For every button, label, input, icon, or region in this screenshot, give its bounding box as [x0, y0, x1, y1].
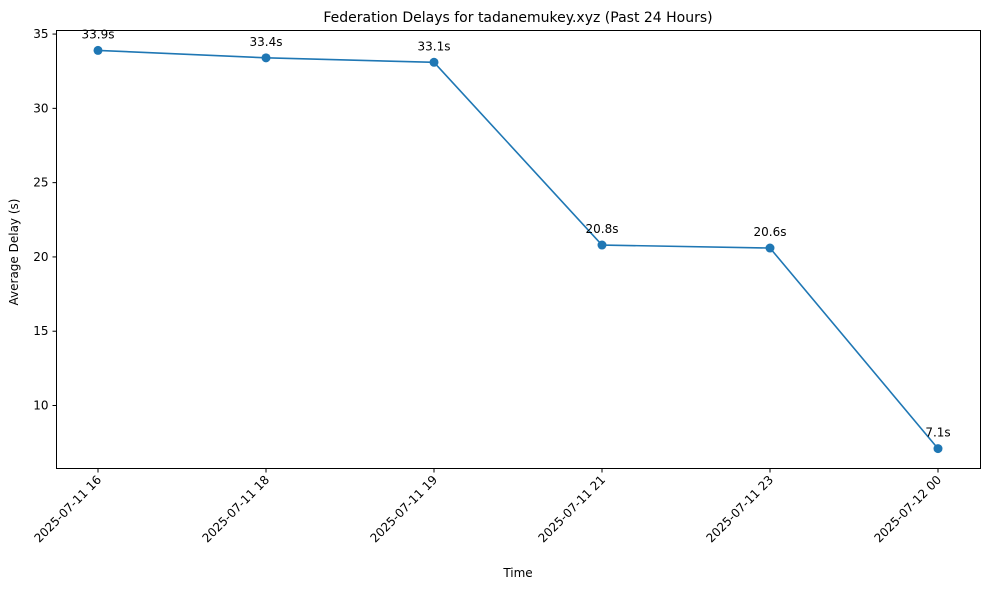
y-tick-label: 20: [33, 250, 48, 264]
y-axis-label: Average Delay (s): [7, 199, 21, 306]
data-label: 7.1s: [925, 426, 950, 440]
data-point: [261, 53, 271, 63]
y-tick-label: 35: [33, 27, 48, 41]
x-tick-label: 2025-07-11 23: [703, 473, 776, 546]
series-line: [97, 49, 939, 450]
x-axis: 2025-07-11 16 2025-07-11 18 2025-07-11 19 2…: [31, 468, 944, 546]
data-point: [429, 57, 439, 67]
y-tick-label: 25: [33, 176, 48, 190]
data-label: 33.4s: [250, 35, 283, 49]
series-group: [93, 45, 943, 454]
y-tick-label: 10: [33, 399, 48, 413]
chart-title: Federation Delays for tadanemukey.xyz (P…: [323, 10, 712, 26]
x-tick-label: 2025-07-11 18: [199, 473, 272, 546]
y-axis: 10 15 20 25 30 35: [33, 27, 57, 413]
x-tick-label: 2025-07-11 21: [535, 473, 608, 546]
data-label: 33.9s: [82, 27, 115, 41]
x-tick-label: 2025-07-12 00: [871, 473, 944, 546]
plot-area: [56, 30, 981, 469]
x-tick-label: 2025-07-11 19: [367, 473, 440, 546]
data-label: 20.6s: [754, 225, 787, 239]
data-point: [597, 240, 607, 250]
data-point: [933, 444, 943, 454]
x-tick-label: 2025-07-11 16: [31, 473, 104, 546]
data-label: 20.8s: [586, 222, 619, 236]
data-labels: 33.9s 33.4s 33.1s 20.8s 20.6s 7.1s: [82, 27, 951, 439]
y-tick-label: 30: [33, 101, 48, 115]
x-axis-label: Time: [502, 566, 532, 580]
data-label: 33.1s: [418, 39, 451, 53]
data-point: [93, 45, 103, 55]
data-point: [765, 243, 775, 253]
y-tick-label: 15: [33, 324, 48, 338]
